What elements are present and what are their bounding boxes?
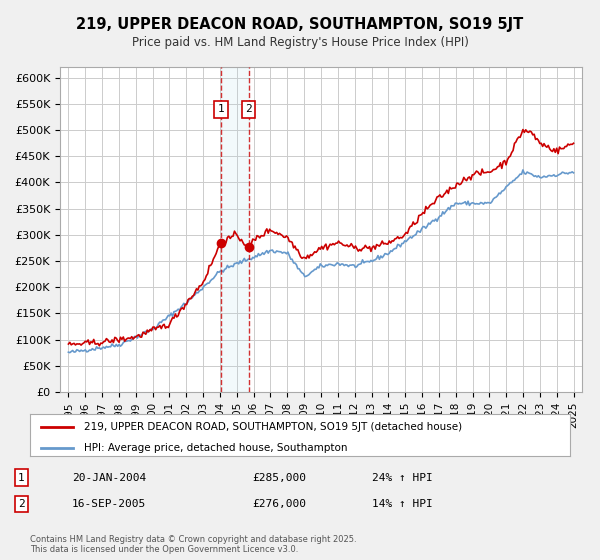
Text: 219, UPPER DEACON ROAD, SOUTHAMPTON, SO19 5JT (detached house): 219, UPPER DEACON ROAD, SOUTHAMPTON, SO1…	[84, 422, 462, 432]
Text: 1: 1	[218, 104, 224, 114]
Text: 20-JAN-2004: 20-JAN-2004	[72, 473, 146, 483]
Text: 2: 2	[18, 499, 25, 509]
Text: 1: 1	[18, 473, 25, 483]
Text: HPI: Average price, detached house, Southampton: HPI: Average price, detached house, Sout…	[84, 443, 347, 453]
Text: 219, UPPER DEACON ROAD, SOUTHAMPTON, SO19 5JT: 219, UPPER DEACON ROAD, SOUTHAMPTON, SO1…	[76, 17, 524, 32]
Bar	[221, 67, 249, 392]
Text: £285,000: £285,000	[252, 473, 306, 483]
Text: 16-SEP-2005: 16-SEP-2005	[72, 499, 146, 509]
Text: 2: 2	[245, 104, 252, 114]
Text: 14% ↑ HPI: 14% ↑ HPI	[372, 499, 433, 509]
Text: Contains HM Land Registry data © Crown copyright and database right 2025.
This d: Contains HM Land Registry data © Crown c…	[30, 535, 356, 554]
Text: Price paid vs. HM Land Registry's House Price Index (HPI): Price paid vs. HM Land Registry's House …	[131, 36, 469, 49]
Text: 24% ↑ HPI: 24% ↑ HPI	[372, 473, 433, 483]
Text: £276,000: £276,000	[252, 499, 306, 509]
